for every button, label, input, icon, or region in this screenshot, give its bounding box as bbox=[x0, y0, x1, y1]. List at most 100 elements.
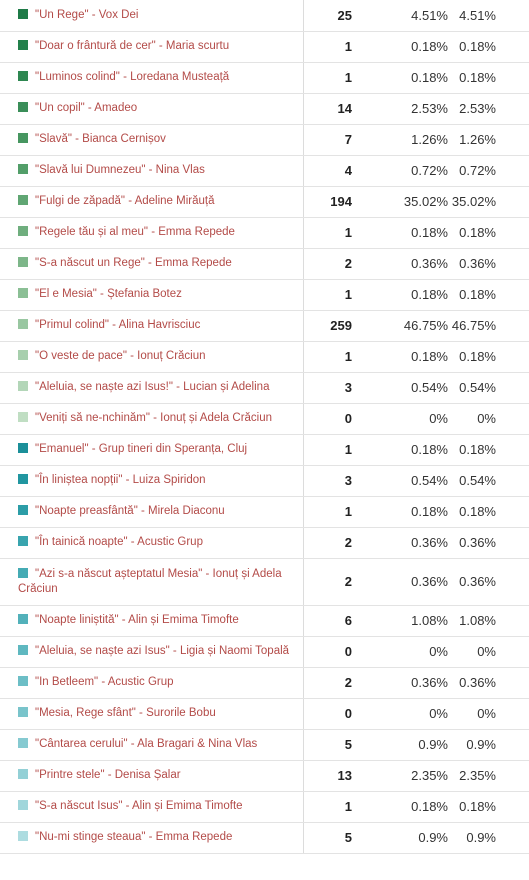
song-title[interactable]: "Cântarea cerului" - Ala Bragari & Nina … bbox=[35, 738, 258, 750]
vote-percent-valid: 0.36% bbox=[448, 558, 529, 606]
color-swatch-icon bbox=[18, 831, 28, 841]
vote-count: 5 bbox=[303, 729, 358, 761]
table-row: "Mesia, Rege sfânt" - Surorile Bobu 0 0% 0% bbox=[0, 698, 529, 730]
vote-percent: 0.36% bbox=[358, 527, 448, 559]
song-cell: "În liniștea nopții" - Luiza Spiridon bbox=[0, 465, 304, 497]
song-title[interactable]: "In Betleem" - Acustic Grup bbox=[35, 676, 174, 688]
vote-percent: 0% bbox=[358, 636, 448, 668]
song-title[interactable]: "Un copil" - Amadeo bbox=[35, 102, 138, 114]
color-swatch-icon bbox=[18, 412, 28, 422]
table-row: "In Betleem" - Acustic Grup 2 0.36% 0.36% bbox=[0, 667, 529, 699]
song-title[interactable]: "S-a născut un Rege" - Emma Repede bbox=[35, 257, 232, 269]
song-title[interactable]: "Doar o frântură de cer" - Maria scurtu bbox=[35, 40, 230, 52]
song-title[interactable]: "Noapte liniștită" - Alin și Emima Timof… bbox=[35, 614, 239, 626]
color-swatch-icon bbox=[18, 800, 28, 810]
vote-percent-valid: 0.18% bbox=[448, 791, 529, 823]
vote-percent: 0.54% bbox=[358, 465, 448, 497]
song-title[interactable]: "Regele tău și al meu" - Emma Repede bbox=[35, 226, 235, 238]
vote-count: 3 bbox=[303, 372, 358, 404]
table-row: "Veniți să ne-nchinăm" - Ionuț și Adela … bbox=[0, 403, 529, 435]
vote-percent-valid: 0.36% bbox=[448, 527, 529, 559]
song-title[interactable]: "El e Mesia" - Ștefania Botez bbox=[35, 288, 182, 300]
vote-percent-valid: 0.54% bbox=[448, 372, 529, 404]
color-swatch-icon bbox=[18, 707, 28, 717]
vote-percent-valid: 0% bbox=[448, 403, 529, 435]
song-title[interactable]: "În tainică noapte" - Acustic Grup bbox=[35, 536, 203, 548]
table-row: "Printre stele" - Denisa Șalar 13 2.35% 2.3… bbox=[0, 760, 529, 792]
song-cell: "Nu-mi stinge steaua" - Emma Repede bbox=[0, 822, 304, 854]
color-swatch-icon bbox=[18, 288, 28, 298]
vote-percent: 0.18% bbox=[358, 62, 448, 94]
color-swatch-icon bbox=[18, 567, 28, 578]
song-title[interactable]: "În liniștea nopții" - Luiza Spiridon bbox=[35, 474, 206, 486]
color-swatch-icon bbox=[18, 71, 28, 81]
song-title[interactable]: "Noapte preasfântă" - Mirela Diaconu bbox=[35, 505, 225, 517]
song-title[interactable]: "Slavă" - Bianca Cernișov bbox=[35, 133, 166, 145]
vote-percent-valid: 0.18% bbox=[448, 31, 529, 63]
vote-percent: 0.18% bbox=[358, 217, 448, 249]
song-cell: "El e Mesia" - Ștefania Botez bbox=[0, 279, 304, 311]
vote-percent: 0.18% bbox=[358, 434, 448, 466]
color-swatch-icon bbox=[18, 226, 28, 236]
song-title[interactable]: "Azi s-a născut așteptatul Mesia" - Ionu… bbox=[18, 567, 282, 595]
results-body: "Un Rege" - Vox Dei 25 4.51% 4.51% "Doar o f… bbox=[0, 0, 529, 854]
song-title[interactable]: "Slavă lui Dumnezeu" - Nina Vlas bbox=[35, 164, 205, 176]
song-title[interactable]: "O veste de pace" - Ionuț Crăciun bbox=[35, 350, 206, 362]
song-cell: "Un copil" - Amadeo bbox=[0, 93, 304, 125]
vote-percent: 2.35% bbox=[358, 760, 448, 792]
color-swatch-icon bbox=[18, 102, 28, 112]
vote-count: 259 bbox=[303, 310, 358, 342]
vote-percent: 0.36% bbox=[358, 248, 448, 280]
color-swatch-icon bbox=[18, 676, 28, 686]
table-row: "S-a născut Isus" - Alin și Emima Timoft… bbox=[0, 791, 529, 823]
song-title[interactable]: "Nu-mi stinge steaua" - Emma Repede bbox=[35, 831, 233, 843]
table-row: "Fulgi de zăpadă" - Adeline Mirăuță 194 35… bbox=[0, 186, 529, 218]
table-row: "Aleluia, se naște azi Isus" - Ligia și … bbox=[0, 636, 529, 668]
vote-count: 1 bbox=[303, 341, 358, 373]
vote-percent-valid: 1.26% bbox=[448, 124, 529, 156]
song-cell: "Mesia, Rege sfânt" - Surorile Bobu bbox=[0, 698, 304, 730]
color-swatch-icon bbox=[18, 133, 28, 143]
song-cell: "Veniți să ne-nchinăm" - Ionuț și Adela … bbox=[0, 403, 304, 435]
vote-percent: 0.9% bbox=[358, 729, 448, 761]
vote-percent-valid: 0.36% bbox=[448, 667, 529, 699]
song-title[interactable]: "Veniți să ne-nchinăm" - Ionuț și Adela … bbox=[35, 412, 273, 424]
vote-percent: 0.36% bbox=[358, 667, 448, 699]
vote-percent: 0.9% bbox=[358, 822, 448, 854]
color-swatch-icon bbox=[18, 614, 28, 624]
vote-count: 6 bbox=[303, 605, 358, 637]
vote-percent-valid: 2.35% bbox=[448, 760, 529, 792]
song-title[interactable]: "Aleluia, se naște azi Isus!" - Lucian ș… bbox=[35, 381, 270, 393]
vote-percent: 0.18% bbox=[358, 341, 448, 373]
song-title[interactable]: "Un Rege" - Vox Dei bbox=[35, 8, 139, 21]
vote-percent: 0.54% bbox=[358, 372, 448, 404]
vote-percent-valid: 0% bbox=[448, 698, 529, 730]
vote-percent-valid: 35.02% bbox=[448, 186, 529, 218]
color-swatch-icon bbox=[18, 769, 28, 779]
table-row: "Un Rege" - Vox Dei 25 4.51% 4.51% bbox=[0, 0, 529, 32]
vote-percent-valid: 0% bbox=[448, 636, 529, 668]
song-title[interactable]: "Aleluia, se naște azi Isus" - Ligia și … bbox=[35, 645, 290, 657]
vote-count: 2 bbox=[303, 248, 358, 280]
table-row: "Aleluia, se naște azi Isus!" - Lucian ș… bbox=[0, 372, 529, 404]
table-row: "Regele tău și al meu" - Emma Repede 1 0.1… bbox=[0, 217, 529, 249]
vote-count: 1 bbox=[303, 31, 358, 63]
color-swatch-icon bbox=[18, 738, 28, 748]
song-title[interactable]: "Luminos colind" - Loredana Musteață bbox=[35, 71, 230, 83]
song-title[interactable]: "Emanuel" - Grup tineri din Speranța, Cl… bbox=[35, 443, 248, 455]
song-title[interactable]: "S-a născut Isus" - Alin și Emima Timoft… bbox=[35, 800, 243, 812]
song-title[interactable]: "Mesia, Rege sfânt" - Surorile Bobu bbox=[35, 707, 216, 719]
table-row: "Un copil" - Amadeo 14 2.53% 2.53% bbox=[0, 93, 529, 125]
vote-count: 1 bbox=[303, 496, 358, 528]
song-title[interactable]: "Primul colind" - Alina Havrisciuc bbox=[35, 319, 201, 331]
vote-count: 0 bbox=[303, 698, 358, 730]
color-swatch-icon bbox=[18, 195, 28, 205]
vote-count: 14 bbox=[303, 93, 358, 125]
vote-count: 2 bbox=[303, 558, 358, 606]
vote-count: 1 bbox=[303, 217, 358, 249]
song-title[interactable]: "Printre stele" - Denisa Șalar bbox=[35, 769, 181, 781]
song-title[interactable]: "Fulgi de zăpadă" - Adeline Mirăuță bbox=[35, 195, 215, 207]
vote-count: 194 bbox=[303, 186, 358, 218]
song-cell: "In Betleem" - Acustic Grup bbox=[0, 667, 304, 699]
color-swatch-icon bbox=[18, 319, 28, 329]
